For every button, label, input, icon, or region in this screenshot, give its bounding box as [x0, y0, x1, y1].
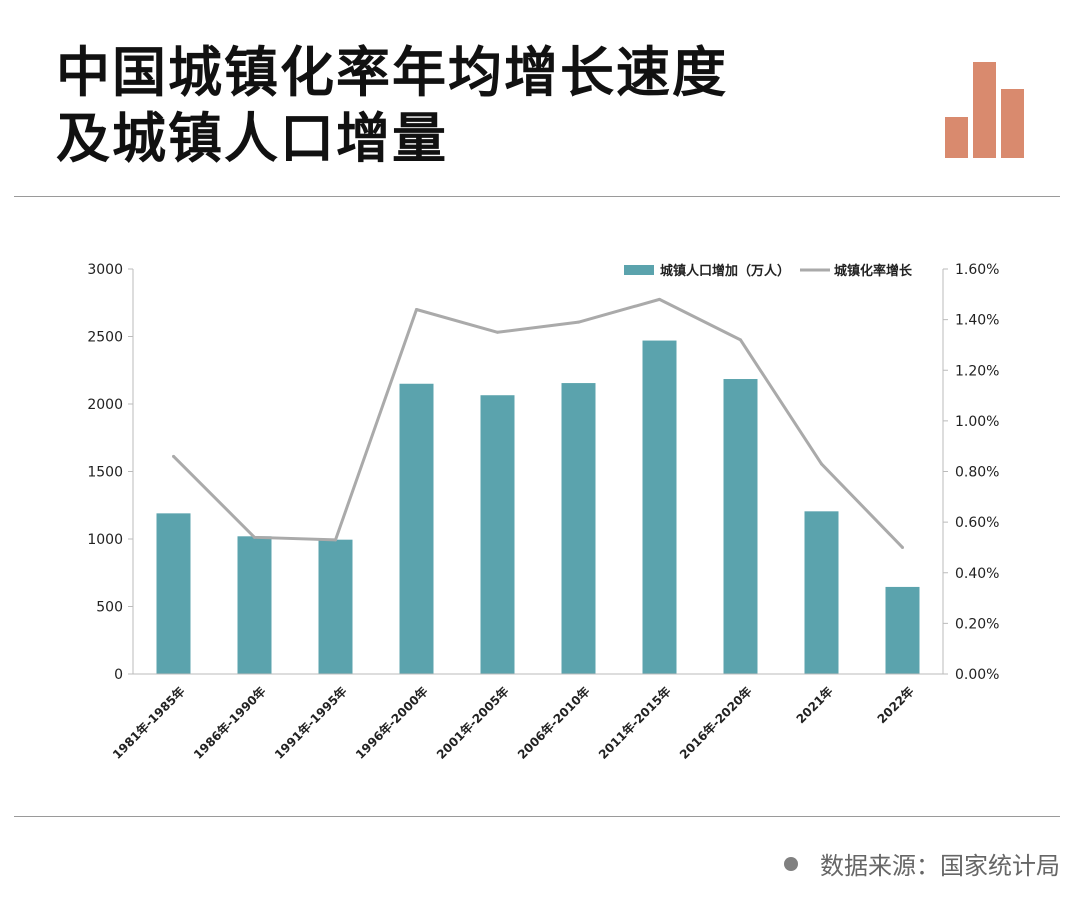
legend-line-label: 城镇化率增长 [834, 263, 913, 279]
logo-bar-3 [1001, 89, 1024, 158]
bar [480, 395, 515, 674]
x-tick-label: 1991年-1995年 [271, 684, 349, 762]
y-right-tick-label: 0.80% [955, 465, 999, 481]
x-tick-label: 1981年-1985年 [109, 684, 187, 762]
line-point [658, 297, 661, 301]
bar-series [156, 340, 920, 674]
legend: 城镇人口增加（万人） 城镇化率增长 [624, 263, 913, 279]
x-tick-label: 2006年-2010年 [514, 684, 592, 762]
bar [318, 539, 353, 674]
title-line-1: 中国城镇化率年均增长速度 [56, 41, 728, 104]
line-point [334, 538, 337, 542]
line-point [415, 308, 418, 311]
line-point [496, 330, 499, 334]
bar [723, 379, 758, 674]
y-left-tick-label: 0 [114, 667, 123, 683]
y-left-tick-label: 2500 [87, 330, 123, 346]
bar [642, 340, 677, 674]
y-right-tick-label: 1.60% [955, 262, 999, 278]
page-title: 中国城镇化率年均增长速度 及城镇人口增量 [56, 40, 728, 172]
x-tick-label: 2011年-2015年 [595, 684, 673, 762]
line-series [172, 297, 904, 549]
y-right-axis: 0.00% 0.20% 0.40% 0.60% 0.80% 1.00% 1.20% 1.40%… [942, 262, 999, 683]
line-point [820, 462, 823, 466]
x-axis: 1981年-1985年 1986年-1990年 1991年-1995年 1996年-2… [109, 673, 943, 762]
y-right-tick-label: 1.00% [955, 414, 999, 430]
y-right-tick-label: 0.40% [955, 566, 999, 582]
bar [399, 383, 434, 674]
bar [561, 383, 596, 674]
x-tick-label: 2016年-2020年 [676, 684, 754, 762]
bar [885, 586, 920, 674]
data-source: 数据来源：国家统计局 [784, 846, 1060, 881]
logo-bar-1 [945, 117, 968, 158]
title-line-2: 及城镇人口增量 [56, 107, 448, 170]
line-point [253, 535, 256, 539]
data-source-label: 数据来源：国家统计局 [820, 852, 1060, 880]
y-left-tick-label: 3000 [87, 262, 123, 278]
bar-chart-logo-icon [945, 62, 1024, 158]
divider-top [14, 196, 1060, 197]
bullet-dot-icon [784, 856, 798, 871]
line-point [739, 338, 742, 342]
x-tick-label: 1986年-1990年 [190, 684, 268, 762]
bar [156, 513, 191, 674]
x-tick-label: 1996年-2000年 [352, 684, 430, 762]
y-right-tick-label: 1.20% [955, 363, 999, 379]
chart: 0 500 1000 1500 2000 2500 3000 0.00% 0.20% 0.40%… [87, 262, 999, 762]
divider-bottom [14, 816, 1060, 817]
y-right-tick-label: 1.40% [955, 313, 999, 329]
legend-bar-label: 城镇人口增加（万人） [660, 263, 790, 279]
y-left-tick-label: 2000 [87, 397, 123, 413]
logo-bar-2 [973, 62, 996, 158]
y-left-tick-label: 1500 [87, 465, 123, 481]
line-point [901, 545, 904, 549]
line-point [172, 454, 175, 458]
y-left-axis: 0 500 1000 1500 2000 2500 3000 [87, 262, 134, 683]
bar [804, 511, 839, 674]
line-path [172, 297, 904, 549]
y-left-tick-label: 500 [96, 600, 123, 616]
x-tick-label: 2001年-2005年 [433, 684, 511, 762]
y-right-tick-label: 0.00% [955, 667, 999, 683]
y-right-tick-label: 0.60% [955, 515, 999, 531]
y-left-tick-label: 1000 [87, 532, 123, 548]
legend-bar-swatch [624, 265, 654, 275]
bar [237, 536, 272, 674]
line-point [577, 320, 580, 324]
y-right-tick-label: 0.20% [955, 616, 999, 632]
x-tick-label: 2022年 [874, 684, 917, 727]
x-tick-label: 2021年 [793, 684, 836, 727]
